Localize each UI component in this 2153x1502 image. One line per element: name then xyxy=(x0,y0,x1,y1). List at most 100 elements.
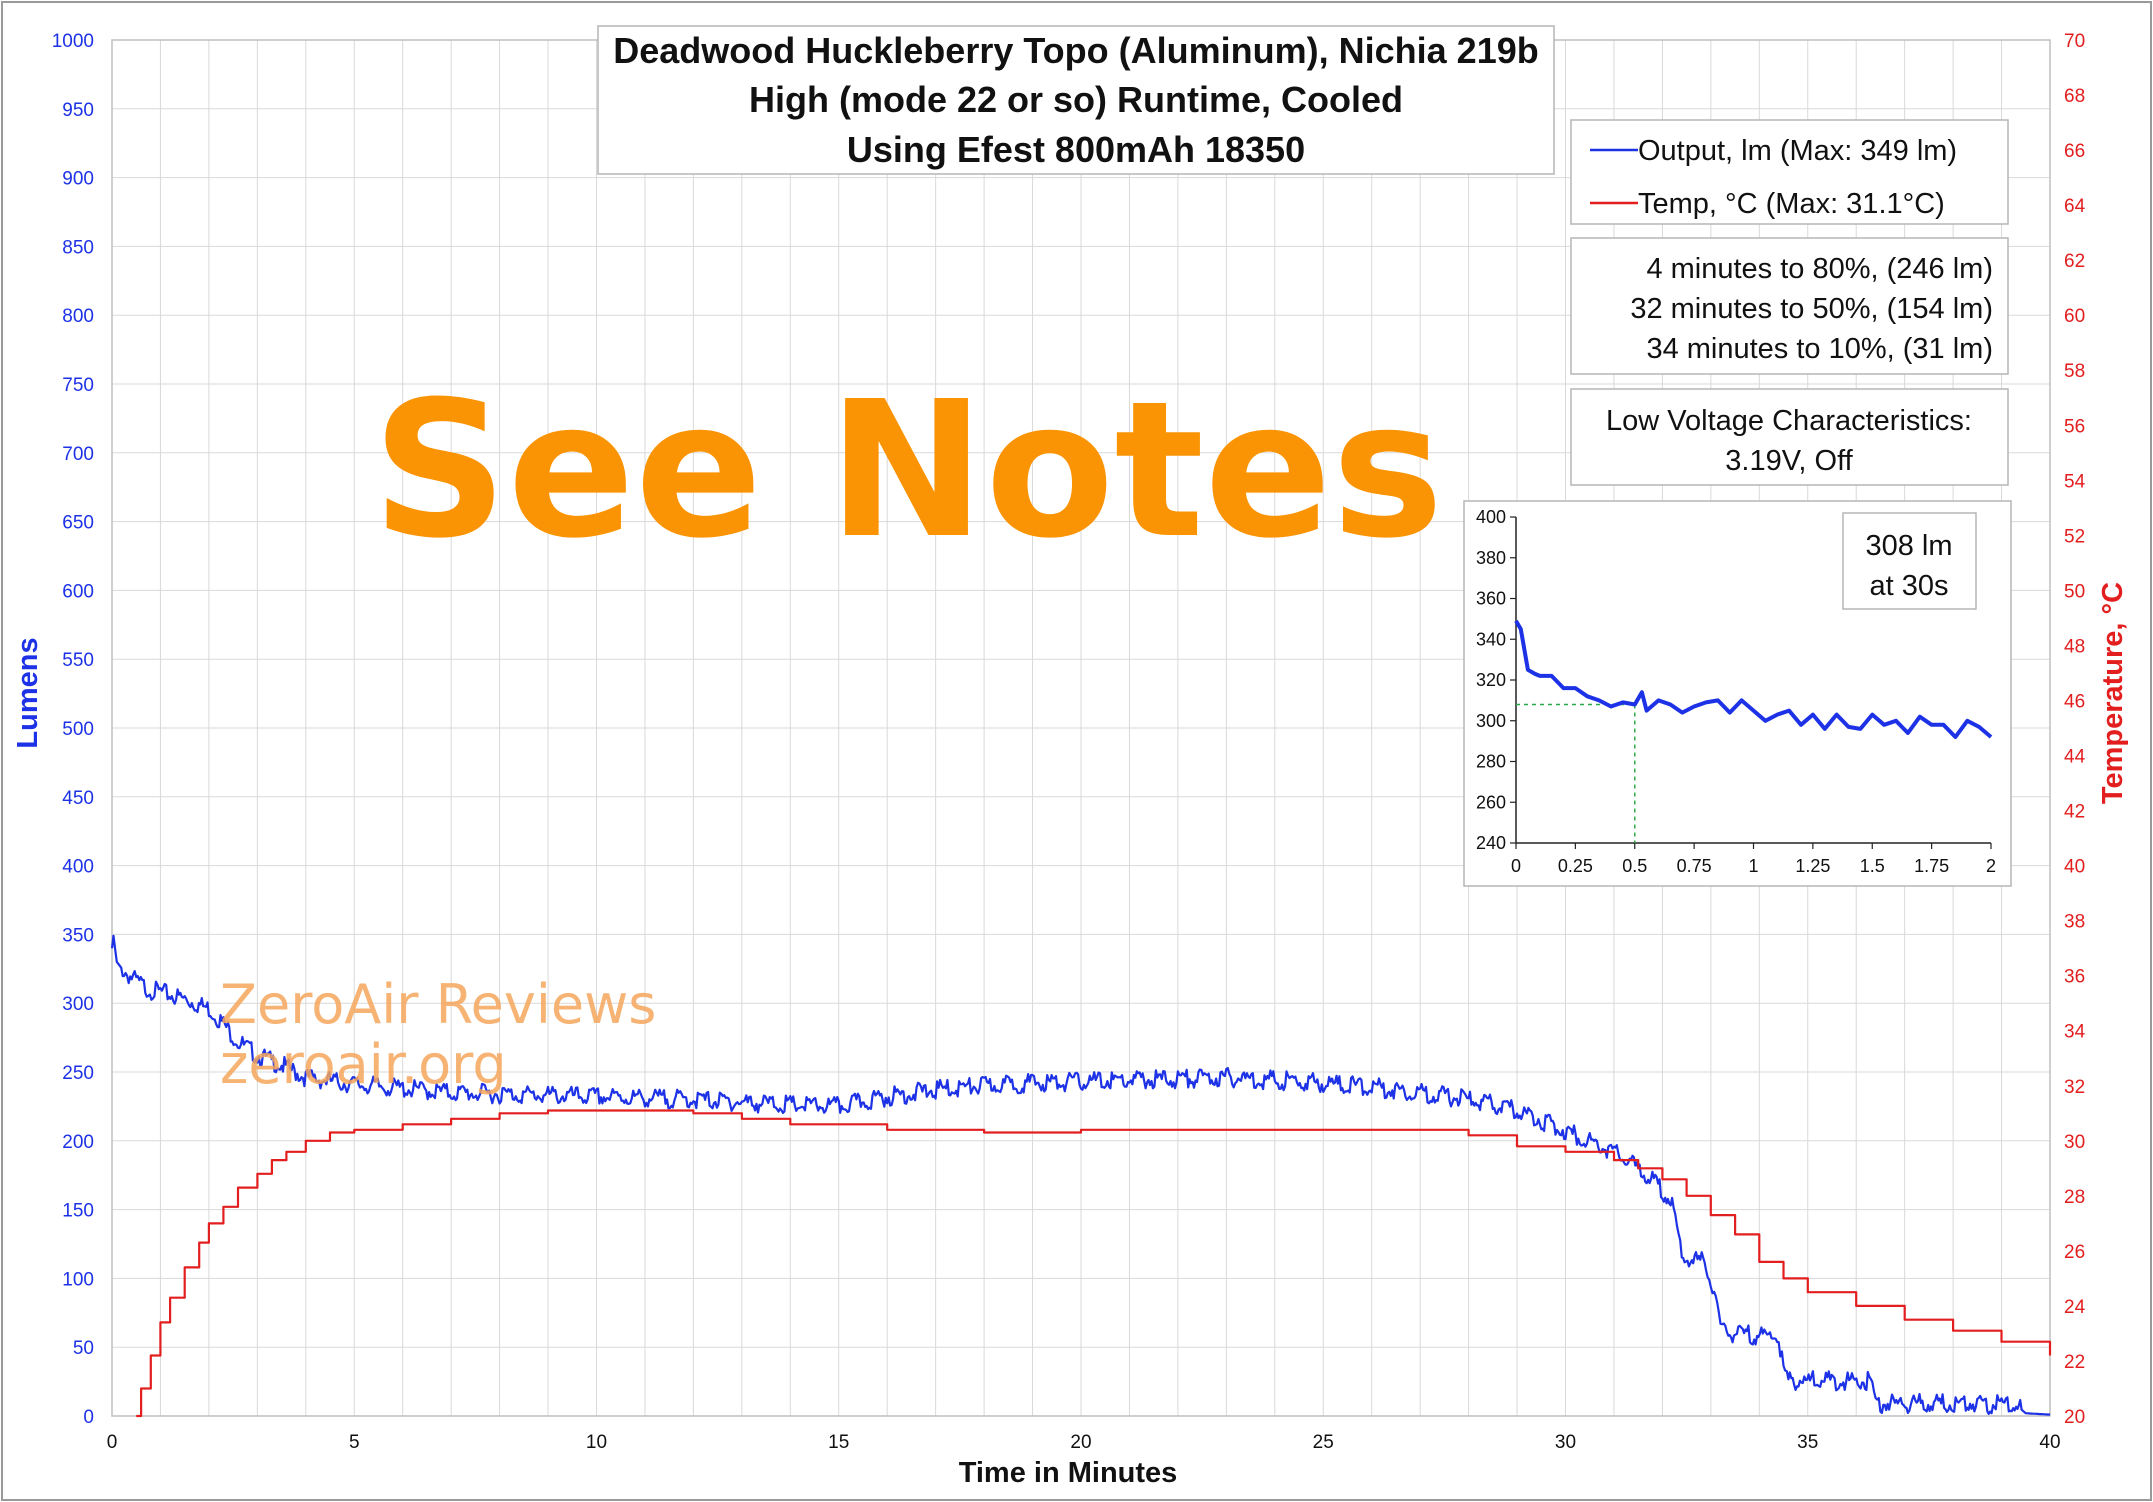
inset-series-layer xyxy=(1514,619,1993,843)
y-tick-label: 200 xyxy=(62,1132,94,1153)
y-tick-label: 500 xyxy=(62,719,94,740)
y-axis-ticks: 0 50 100 150 200 250 300 350 400 450 500 550 600 650 7… xyxy=(52,31,94,1428)
y2-tick-label: 66 xyxy=(2064,141,2085,162)
inset-callout-line-2: at 30s xyxy=(1870,570,1949,602)
title-line-2: High (mode 22 or so) Runtime, Cooled xyxy=(749,79,1403,120)
inset-y-tick-label: 300 xyxy=(1476,711,1506,731)
y2-tick-label: 56 xyxy=(2064,416,2085,437)
y2-tick-label: 54 xyxy=(2064,471,2086,492)
y2-tick-label: 44 xyxy=(2064,747,2086,768)
y2-tick-label: 28 xyxy=(2064,1187,2085,1208)
y-tick-label: 350 xyxy=(62,925,94,946)
y-tick-label: 650 xyxy=(62,513,94,534)
inset-y-tick-label: 380 xyxy=(1476,548,1506,568)
y-axis-label: Lumens xyxy=(12,637,44,748)
series-layer xyxy=(110,934,2052,1418)
inset-callout-box xyxy=(1842,512,1977,610)
low-voltage-line-1: Low Voltage Characteristics: xyxy=(1606,405,1972,437)
y-tick-label: 850 xyxy=(62,237,94,258)
y2-tick-label: 24 xyxy=(2064,1297,2086,1318)
inset-x-tick-label: 0.25 xyxy=(1558,856,1593,876)
inset-x-tick-label: 2 xyxy=(1986,856,1996,876)
y-tick-label: 450 xyxy=(62,788,94,809)
y2-tick-label: 48 xyxy=(2064,636,2085,657)
milestone-50: 32 minutes to 50%, (154 lm) xyxy=(1630,293,1993,325)
y2-tick-label: 34 xyxy=(2064,1022,2086,1043)
inset-chart: 240 260 280 300 320 340 360 380 400 0 0.25 0.5 0.75 1… xyxy=(1463,500,2012,887)
milestone-80: 4 minutes to 80%, (246 lm) xyxy=(1646,253,1993,285)
x-tick-label: 25 xyxy=(1313,1432,1334,1453)
x-tick-label: 0 xyxy=(107,1432,118,1453)
y2-tick-label: 52 xyxy=(2064,526,2085,547)
legend-output: Output, lm (Max: 349 lm) xyxy=(1638,135,1957,167)
y-tick-label: 800 xyxy=(62,306,94,327)
inset-x-tick-label: 1.5 xyxy=(1860,856,1885,876)
output-series-line xyxy=(110,934,2051,1416)
x-tick-label: 5 xyxy=(349,1432,360,1453)
y-tick-label: 700 xyxy=(62,444,94,465)
inset-y-tick-label: 240 xyxy=(1476,833,1506,853)
y-tick-label: 950 xyxy=(62,100,94,121)
see-notes-text: See Notes xyxy=(372,361,1444,580)
milestones-box: 4 minutes to 80%, (246 lm) 32 minutes to… xyxy=(1570,237,2009,375)
y-tick-label: 50 xyxy=(73,1338,94,1359)
legend-temp: Temp, °C (Max: 31.1°C) xyxy=(1638,188,1945,220)
y-tick-label: 400 xyxy=(62,857,94,878)
y2-axis-ticks: 20 22 24 26 28 30 32 34 36 38 40 42 44 46 48 50 52 54 56 58… xyxy=(2064,31,2086,1428)
y-tick-label: 550 xyxy=(62,650,94,671)
y-tick-label: 150 xyxy=(62,1201,94,1222)
inset-y-tick-label: 400 xyxy=(1476,507,1506,527)
y-tick-label: 900 xyxy=(62,169,94,190)
y2-axis-label: Temperature, °C xyxy=(2097,582,2129,804)
y2-tick-label: 60 xyxy=(2064,306,2085,327)
y2-tick-label: 58 xyxy=(2064,361,2085,382)
x-tick-label: 30 xyxy=(1555,1432,1576,1453)
y2-tick-label: 46 xyxy=(2064,691,2085,712)
y2-tick-label: 20 xyxy=(2064,1407,2085,1428)
inset-y-tick-label: 340 xyxy=(1476,629,1506,649)
inset-y-tick-label: 280 xyxy=(1476,752,1506,772)
x-axis-ticks: 0 5 10 15 20 25 30 35 40 xyxy=(107,1432,2061,1453)
y-tick-label: 1000 xyxy=(52,31,94,52)
y-tick-label: 250 xyxy=(62,1063,94,1084)
x-tick-label: 40 xyxy=(2039,1432,2060,1453)
x-tick-label: 10 xyxy=(586,1432,607,1453)
inset-x-tick-label: 0.5 xyxy=(1622,856,1647,876)
inset-y-tick-label: 360 xyxy=(1476,589,1506,609)
inset-y-tick-label: 320 xyxy=(1476,670,1506,690)
inset-ticks: 240 260 280 300 320 340 360 380 400 0 0.25 0.5 0.75 1… xyxy=(1476,507,1996,876)
x-axis-label: Time in Minutes xyxy=(959,1457,1178,1489)
low-voltage-line-2: 3.19V, Off xyxy=(1725,445,1853,477)
inset-x-tick-label: 1 xyxy=(1748,856,1758,876)
low-voltage-box: Low Voltage Characteristics: 3.19V, Off xyxy=(1570,388,2009,486)
y2-tick-label: 70 xyxy=(2064,31,2085,52)
x-tick-label: 15 xyxy=(828,1432,849,1453)
y2-tick-label: 62 xyxy=(2064,251,2085,272)
y2-tick-label: 32 xyxy=(2064,1077,2085,1098)
y-tick-label: 100 xyxy=(62,1269,94,1290)
title-line-1: Deadwood Huckleberry Topo (Aluminum), Ni… xyxy=(613,30,1538,71)
inset-callout-line-1: 308 lm xyxy=(1865,530,1952,562)
x-tick-label: 35 xyxy=(1797,1432,1818,1453)
milestone-10: 34 minutes to 10%, (31 lm) xyxy=(1646,333,1993,365)
y2-tick-label: 30 xyxy=(2064,1132,2085,1153)
watermark-line-2: zeroair.org xyxy=(220,1033,507,1096)
title-box: Deadwood Huckleberry Topo (Aluminum), Ni… xyxy=(597,25,1555,175)
y-tick-label: 300 xyxy=(62,994,94,1015)
inset-y-tick-label: 260 xyxy=(1476,792,1506,812)
y2-tick-label: 42 xyxy=(2064,802,2085,823)
legend: Output, lm (Max: 349 lm) Temp, °C (Max: … xyxy=(1570,119,2009,225)
inset-x-tick-label: 1.25 xyxy=(1795,856,1830,876)
inset-x-tick-label: 0.75 xyxy=(1677,856,1712,876)
y2-tick-label: 22 xyxy=(2064,1352,2085,1373)
x-tick-label: 20 xyxy=(1070,1432,1091,1453)
y2-tick-label: 40 xyxy=(2064,857,2085,878)
y2-tick-label: 38 xyxy=(2064,912,2085,933)
temperature-series-line xyxy=(136,1109,2052,1418)
y2-tick-label: 36 xyxy=(2064,967,2085,988)
y2-tick-label: 50 xyxy=(2064,581,2085,602)
y-tick-label: 750 xyxy=(62,375,94,396)
y2-tick-label: 64 xyxy=(2064,196,2086,217)
